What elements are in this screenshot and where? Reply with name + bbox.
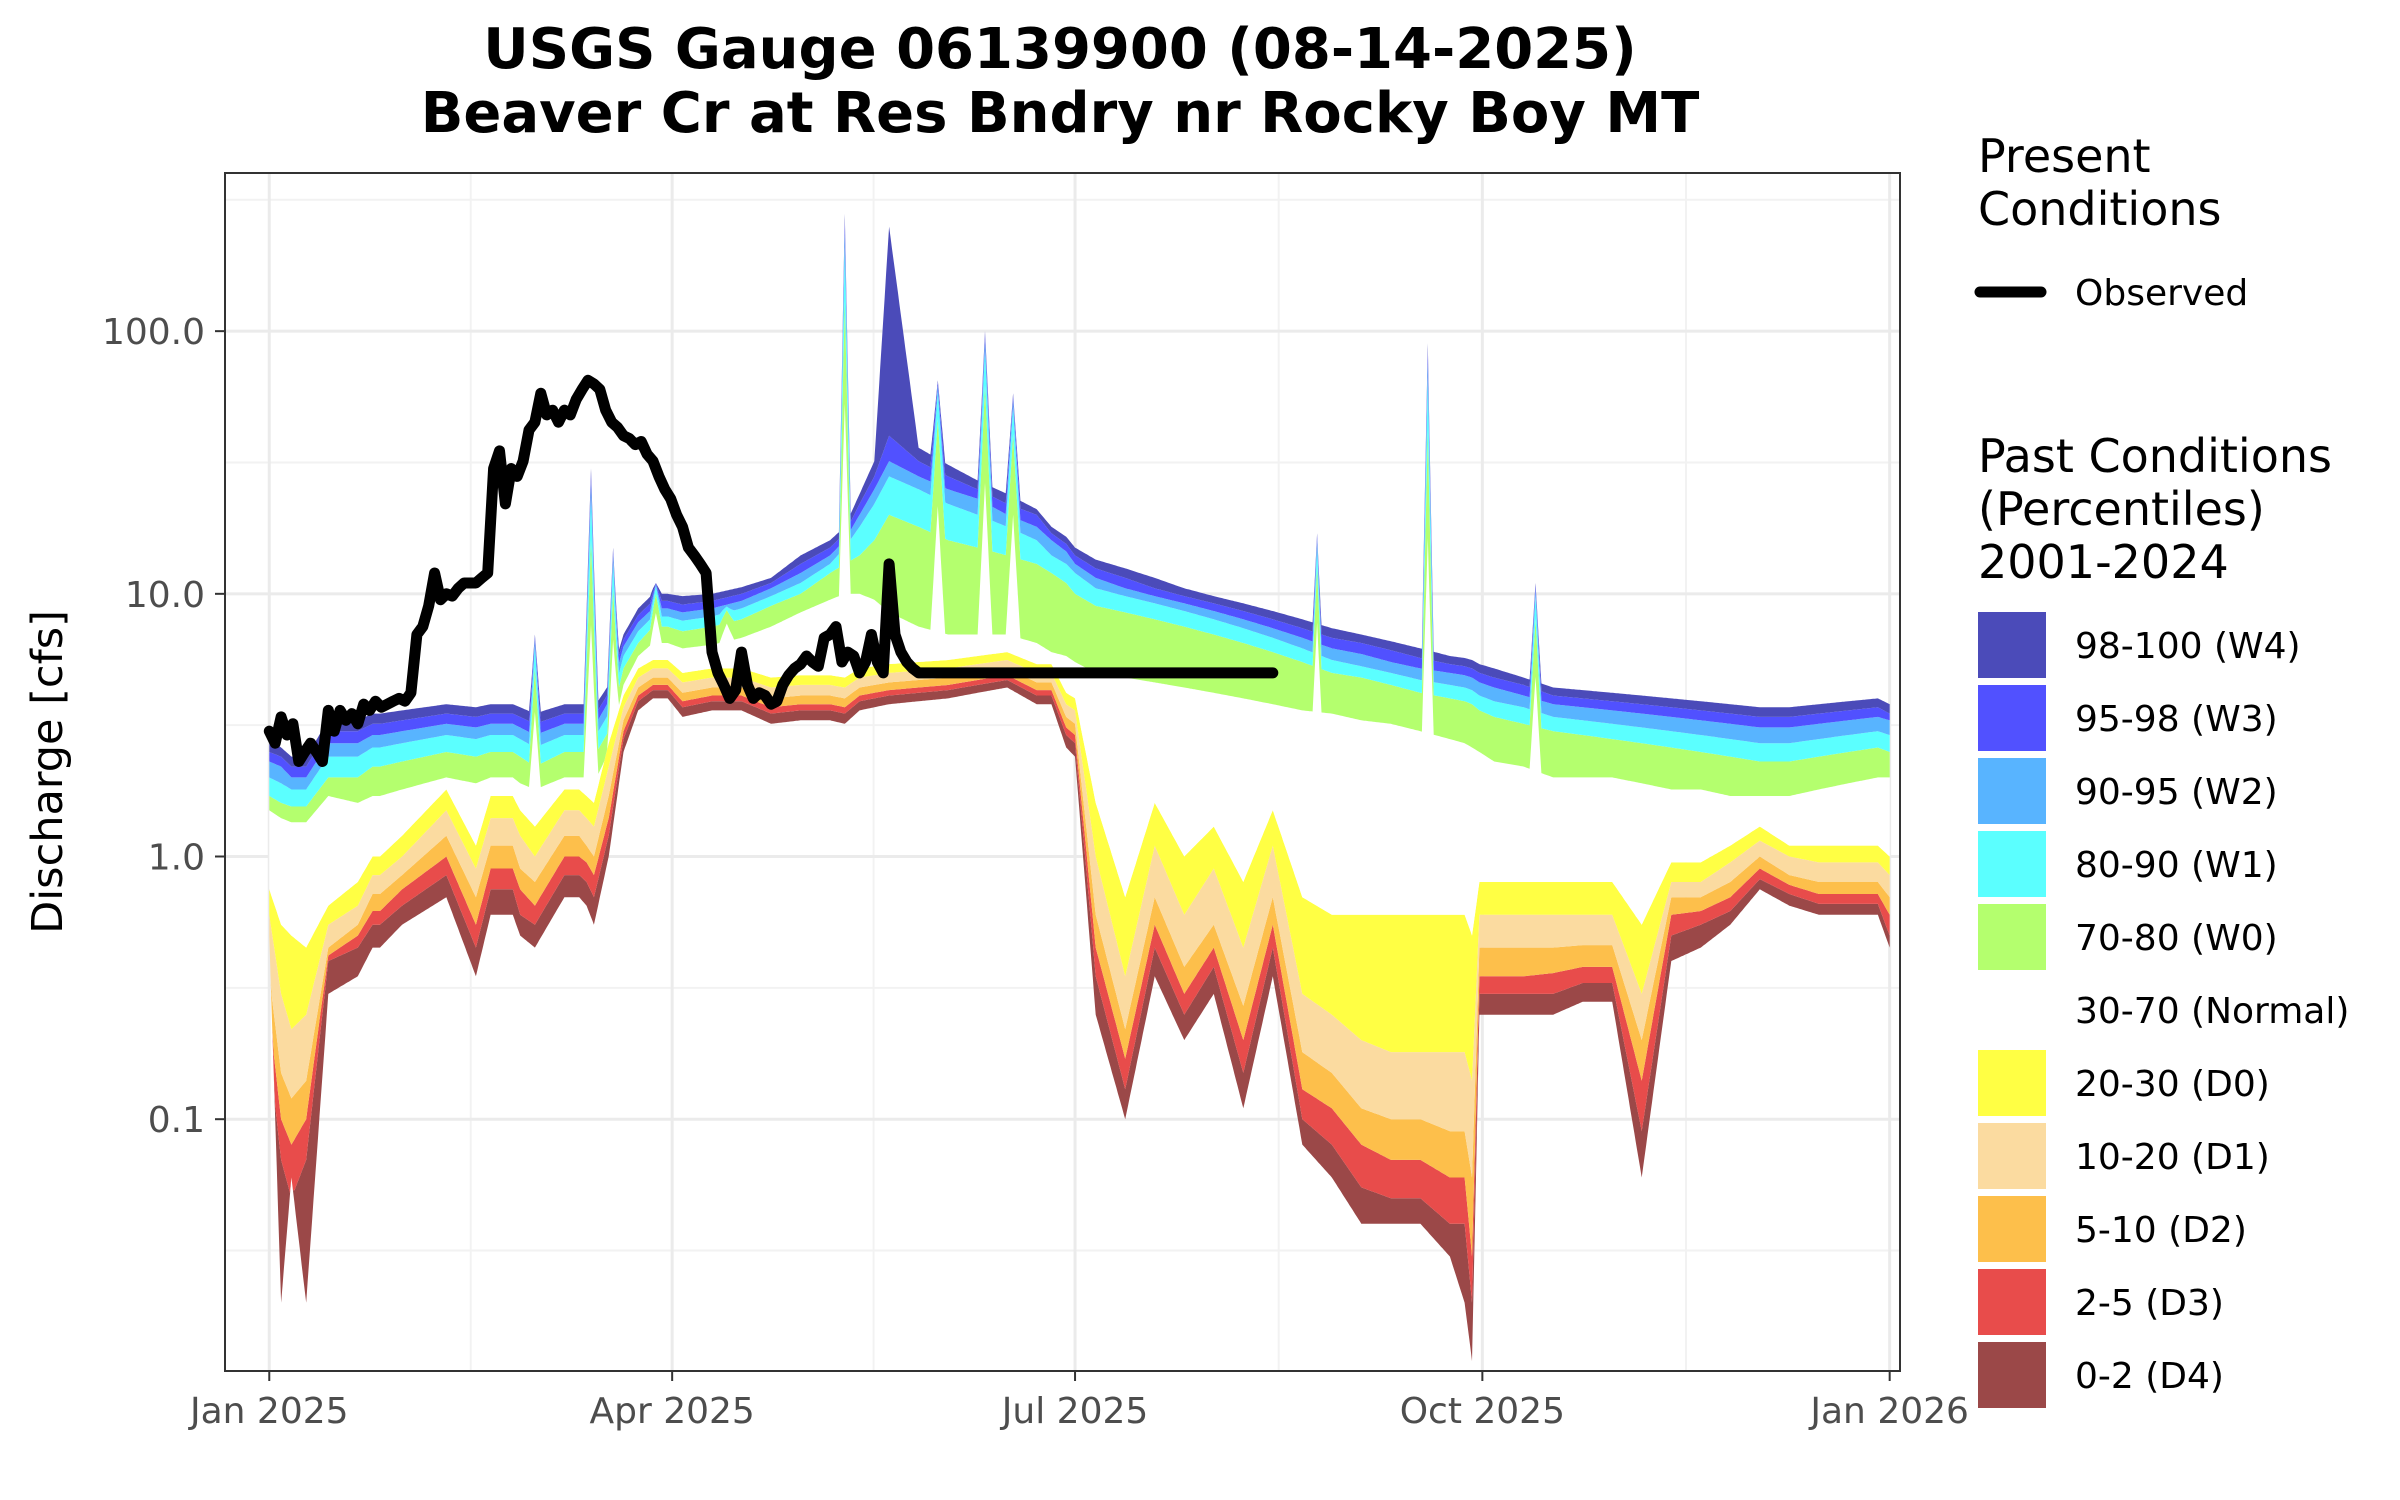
observed-series-line	[263, 374, 1279, 767]
band-80-90-w1-	[269, 247, 1890, 807]
y-tick-label: 10.0	[125, 575, 205, 616]
legend-label: 90-95 (W2)	[2075, 772, 2278, 813]
legend-label: 5-10 (D2)	[2075, 1210, 2247, 1251]
y-tick-label: 100.0	[102, 312, 205, 353]
legend-present-title-line-1: Present	[1978, 129, 2151, 183]
legend-swatch	[1978, 831, 2046, 897]
legend-label: 95-98 (W3)	[2075, 699, 2278, 740]
legend-swatch	[1978, 977, 2046, 1043]
y-axis: 100.0 10.0 1.0 0.1	[102, 312, 225, 1141]
legend-past: Past Conditions (Percentiles) 2001-2024 …	[1978, 429, 2349, 1408]
chart-title-line-2: Beaver Cr at Res Bndry nr Rocky Boy MT	[421, 81, 1700, 146]
legend-label: 2-5 (D3)	[2075, 1283, 2224, 1324]
legend-past-title-line-1: Past Conditions	[1978, 429, 2332, 483]
legend-past-title-line-2: (Percentiles)	[1978, 482, 2265, 536]
legend-swatch	[1978, 1196, 2046, 1262]
x-axis: Jan 2025 Apr 2025 Jul 2025 Oct 2025 Jan 2026	[188, 1371, 1969, 1432]
plot-panel	[224, 172, 1901, 1372]
legend-label: 98-100 (W4)	[2075, 626, 2301, 667]
band-10-20-d1-	[269, 660, 1890, 1178]
x-tick-label: Jan 2026	[1808, 1391, 1969, 1432]
band-95-98-w3-	[269, 220, 1890, 778]
legend-swatch	[1978, 1269, 2046, 1335]
legend-past-title-line-3: 2001-2024	[1978, 535, 2229, 589]
chart-title-line-1: USGS Gauge 06139900 (08-14-2025)	[483, 17, 1636, 82]
band-2-5-d3-	[269, 675, 1890, 1303]
legend-label: 20-30 (D0)	[2075, 1064, 2270, 1105]
x-tick-label: Oct 2025	[1400, 1391, 1565, 1432]
band-98-100-w4-	[269, 213, 1890, 767]
legend-swatch	[1978, 1123, 2046, 1189]
legend-label: 70-80 (W0)	[2075, 918, 2278, 959]
observed-layer	[263, 374, 1279, 767]
legend-swatch	[1978, 758, 2046, 824]
legend-label: 10-20 (D1)	[2075, 1137, 2270, 1178]
y-tick-label: 1.0	[148, 838, 205, 879]
band-20-30-d0-	[269, 652, 1890, 1081]
legend-swatch	[1978, 1050, 2046, 1116]
x-tick-label: Jan 2025	[188, 1391, 349, 1432]
legend-present-title-line-2: Conditions	[1978, 182, 2221, 236]
legend-label: 0-2 (D4)	[2075, 1356, 2224, 1397]
x-tick-label: Jul 2025	[1000, 1391, 1149, 1432]
legend-observed-label: Observed	[2075, 273, 2248, 314]
legend-swatch	[1978, 1342, 2046, 1408]
band-90-95-w2-	[269, 230, 1890, 790]
legend-present: Present Conditions Observed	[1974, 129, 2248, 314]
legend-swatch	[1978, 685, 2046, 751]
y-tick-label: 0.1	[148, 1100, 205, 1141]
legend-label: 80-90 (W1)	[2075, 845, 2278, 886]
legend-past-items: 98-100 (W4) 95-98 (W3) 90-95 (W2) 80-90 (W1…	[1978, 612, 2349, 1408]
legend-swatch	[1978, 904, 2046, 970]
legend-swatch	[1978, 612, 2046, 678]
x-tick-label: Apr 2025	[589, 1391, 754, 1432]
band-70-80-w0-	[269, 301, 1890, 823]
y-axis-title: Discharge [cfs]	[23, 610, 73, 934]
band-5-10-d2-	[269, 668, 1890, 1257]
plot-border	[224, 172, 1901, 1372]
legend-label: 30-70 (Normal)	[2075, 991, 2349, 1032]
